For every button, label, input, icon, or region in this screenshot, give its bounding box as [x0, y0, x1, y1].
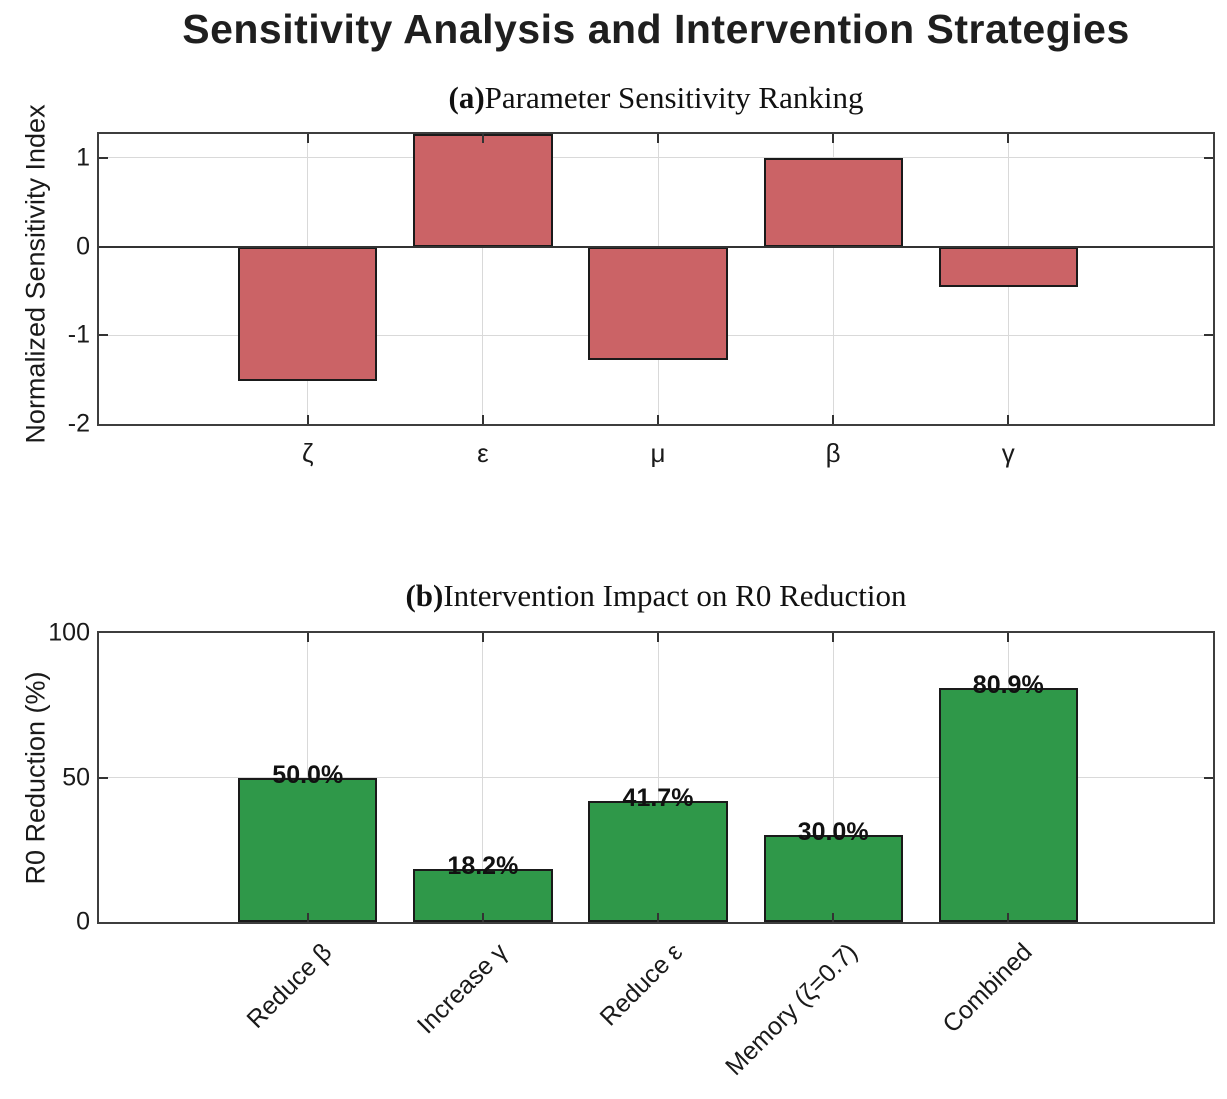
x-tick-label: Reduce ε: [594, 938, 688, 1032]
bar-value-label: 50.0%: [272, 760, 344, 789]
subplot-a-panel-letter: (a): [448, 80, 485, 115]
y-tick-right: [1204, 334, 1213, 337]
bar-ζ: [238, 246, 378, 382]
x-tick-bottom: [657, 415, 659, 424]
bar-value-label: 80.9%: [972, 671, 1044, 700]
bar-Reduce β: [238, 777, 378, 922]
plot-area-a: [97, 132, 1215, 426]
x-tick-label: ε: [477, 438, 489, 468]
x-tick-top: [481, 633, 484, 642]
y-tick-label: 100: [48, 618, 90, 647]
x-tick-top: [481, 134, 484, 143]
x-tick-top: [306, 633, 309, 642]
y-tick-label: 0: [76, 907, 90, 936]
figure-title: Sensitivity Analysis and Intervention St…: [182, 6, 1130, 52]
x-tick-label: Increase γ: [411, 938, 513, 1040]
subplot-a-title-text: Parameter Sensitivity Ranking: [484, 80, 864, 115]
x-tick-bottom: [481, 913, 484, 922]
y-tick-label: 1: [76, 143, 90, 172]
subplot-b-panel-letter: (b): [405, 578, 444, 613]
y-tick-left: [99, 156, 108, 159]
x-tick-bottom: [657, 913, 659, 922]
x-tick-top: [832, 633, 835, 642]
horizontal-gridline: [99, 157, 1213, 159]
vertical-gridline: [482, 134, 484, 424]
horizontal-gridline: [99, 777, 1213, 778]
x-tick-top: [832, 134, 835, 143]
vertical-gridline: [832, 134, 834, 424]
x-tick-bottom: [481, 415, 484, 424]
x-tick-label: β: [825, 438, 841, 468]
x-tick-bottom: [1007, 415, 1010, 424]
y-tick-left: [99, 334, 108, 337]
bar-Combined: [938, 688, 1078, 922]
y-axis-label-a: Normalized Sensitivity Index: [20, 104, 51, 444]
x-tick-label: μ: [650, 438, 666, 468]
x-tick-label: ζ: [302, 438, 314, 468]
y-axis-label-b: R0 Reduction (%): [20, 671, 51, 885]
bar-Reduce ε: [588, 801, 728, 922]
plot-area-b: 50.0% 18.2% 41.7% 30.0% 80.9%: [97, 631, 1215, 924]
bar-value-label: 30.0%: [797, 818, 869, 847]
y-tick-left: [99, 776, 108, 779]
bar-value-label: 18.2%: [447, 852, 519, 881]
bar-value-label: 41.7%: [622, 784, 694, 813]
x-tick-bottom: [832, 415, 835, 424]
bar-Memory (ζ=0.7): [763, 835, 903, 922]
y-tick-label: -2: [67, 409, 90, 438]
subplot-b-title-text: Intervention Impact on R0 Reduction: [443, 578, 907, 613]
zero-line: [99, 245, 1213, 248]
x-tick-bottom: [306, 415, 309, 424]
x-tick-top: [306, 134, 309, 143]
y-tick-label: -1: [67, 320, 90, 349]
x-tick-top: [657, 633, 659, 642]
x-tick-label: Combined: [937, 938, 1039, 1039]
x-tick-top: [1007, 633, 1010, 642]
bar-β: [763, 157, 903, 247]
x-tick-bottom: [306, 913, 309, 922]
bar-ε: [413, 134, 553, 247]
y-tick-right: [1204, 776, 1213, 779]
y-tick-label: 0: [76, 232, 90, 261]
subplot-a-title: (a)Parameter Sensitivity Ranking: [97, 80, 1215, 116]
x-tick-label: Reduce β: [241, 938, 338, 1034]
subplot-b-title: (b)Intervention Impact on R0 Reduction: [97, 578, 1215, 614]
bar-μ: [588, 246, 728, 361]
x-tick-top: [1007, 134, 1010, 143]
x-tick-label: γ: [1001, 438, 1015, 468]
x-tick-bottom: [1007, 913, 1010, 922]
x-tick-label: Memory (ζ=0.7): [719, 938, 863, 1082]
y-tick-label: 50: [62, 763, 90, 791]
y-tick-right: [1204, 156, 1213, 159]
bar-γ: [938, 246, 1078, 287]
x-tick-bottom: [832, 913, 835, 922]
x-tick-top: [657, 134, 659, 143]
